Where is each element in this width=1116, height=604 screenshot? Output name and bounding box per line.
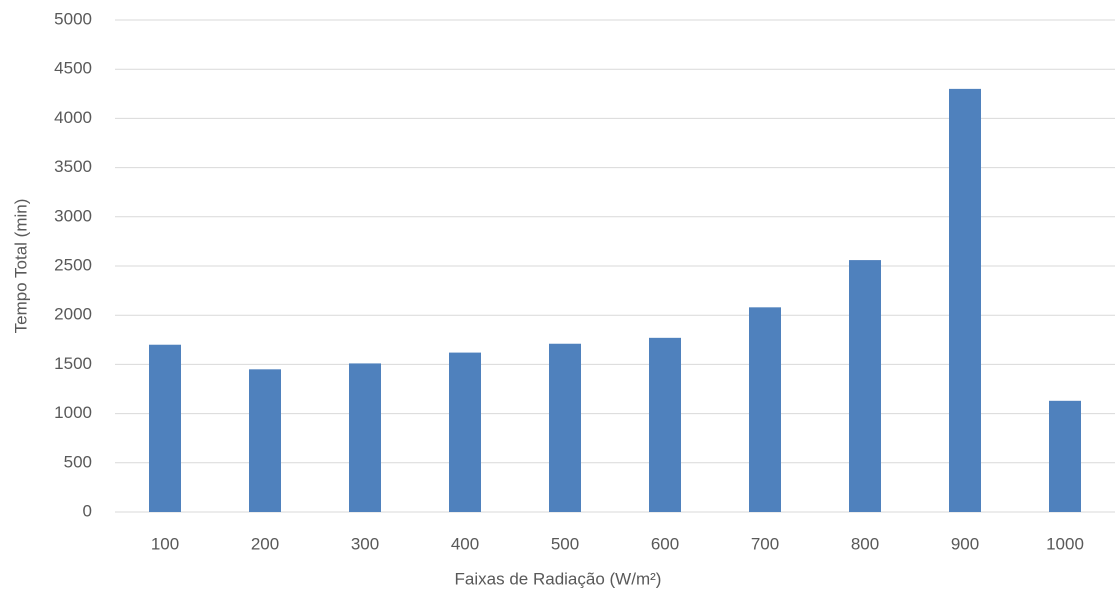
bar (449, 352, 481, 512)
x-tick-label: 500 (551, 534, 579, 553)
x-tick-label: 700 (751, 534, 779, 553)
bar (649, 337, 681, 512)
x-tick-label: 300 (351, 534, 379, 553)
y-tick-label: 4500 (54, 59, 92, 78)
bar (149, 344, 181, 512)
bar (849, 260, 881, 512)
y-tick-label: 2500 (54, 255, 92, 274)
y-tick-label: 5000 (54, 9, 92, 28)
bar (1049, 400, 1081, 512)
x-tick-label: 800 (851, 534, 879, 553)
bar (949, 88, 981, 512)
x-tick-label: 100 (151, 534, 179, 553)
x-tick-label: 400 (451, 534, 479, 553)
y-tick-label: 3500 (54, 157, 92, 176)
y-tick-label: 0 (83, 501, 92, 520)
x-tick-label: 600 (651, 534, 679, 553)
bar (349, 363, 381, 512)
y-tick-label: 1500 (54, 354, 92, 373)
y-tick-label: 2000 (54, 305, 92, 324)
bar (749, 307, 781, 512)
y-tick-label: 4000 (54, 108, 92, 127)
y-tick-label: 1000 (54, 403, 92, 422)
y-tick-label: 500 (64, 452, 92, 471)
x-tick-label: 1000 (1046, 534, 1084, 553)
bar (249, 369, 281, 512)
y-axis-title: Tempo Total (min) (11, 199, 30, 334)
bar (549, 343, 581, 512)
x-tick-label: 200 (251, 534, 279, 553)
x-tick-label: 900 (951, 534, 979, 553)
x-axis-title: Faixas de Radiação (W/m²) (455, 569, 662, 588)
y-tick-label: 3000 (54, 206, 92, 225)
